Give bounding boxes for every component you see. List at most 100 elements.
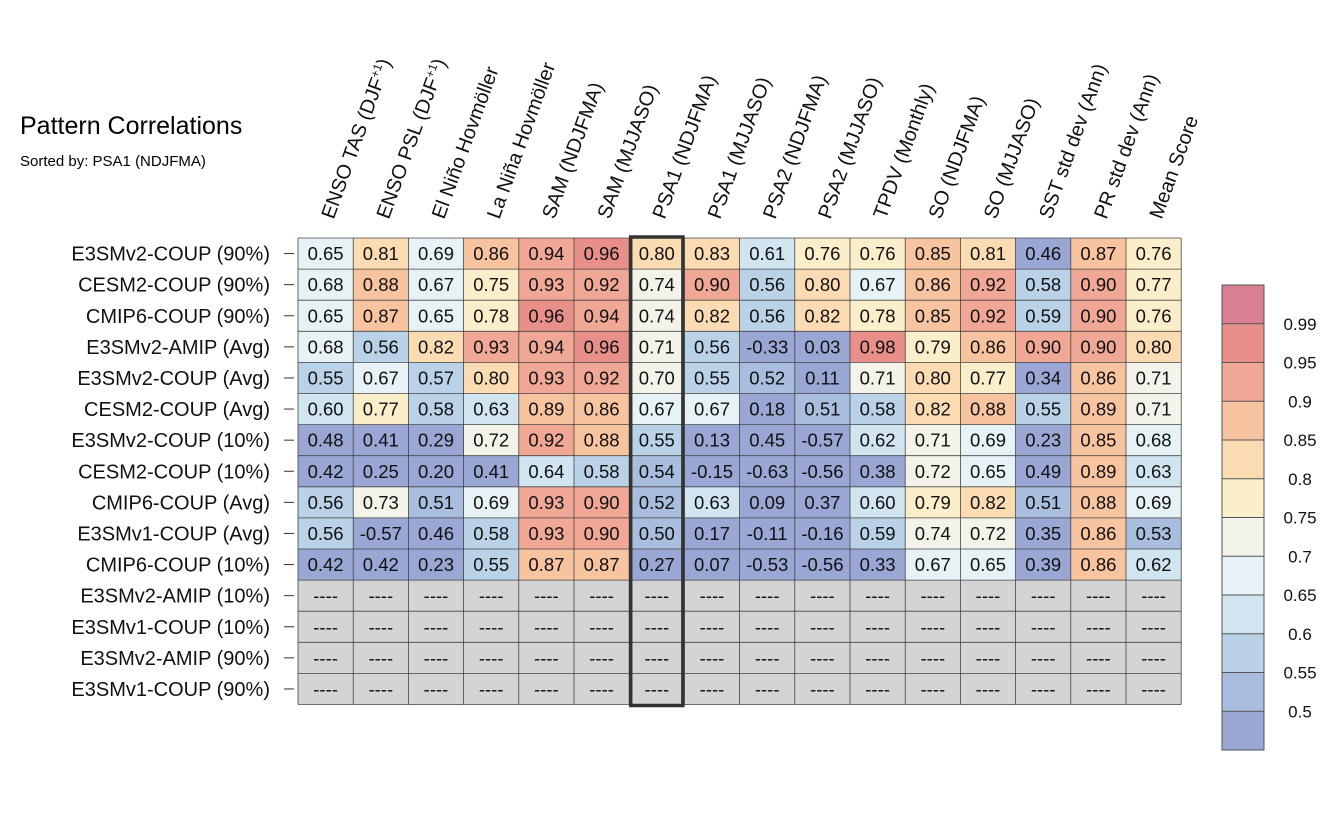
cell-value: 0.38: [860, 461, 896, 482]
heatmap-cell: [629, 362, 685, 394]
cell-value: 0.23: [1025, 430, 1061, 451]
cell-value: 0.94: [528, 243, 564, 264]
heatmap-cell: [629, 580, 685, 612]
column-label: SO (MJJASO): [980, 95, 1044, 222]
cell-value: ----: [479, 678, 504, 699]
cell-value: 0.42: [363, 554, 399, 575]
heatmap-cell: [850, 269, 906, 301]
heatmap-cell: [794, 517, 850, 549]
cell-value: 0.92: [528, 430, 564, 451]
cell-value: ----: [644, 616, 669, 637]
heatmap-cell: [850, 673, 906, 705]
cell-value: 0.56: [308, 523, 344, 544]
heatmap-cell: [739, 300, 795, 332]
heatmap-cell: [850, 393, 906, 425]
cell-value: ----: [755, 585, 780, 606]
cell-value: 0.41: [363, 430, 399, 451]
heatmap-cell: [1015, 642, 1071, 674]
cell-value: -0.15: [691, 461, 733, 482]
heatmap-cell: [1070, 424, 1126, 456]
cell-value: ----: [700, 616, 725, 637]
row-label: E3SMv1-COUP (90%): [71, 679, 270, 701]
cell-value: ----: [534, 585, 559, 606]
cell-value: 0.55: [694, 367, 730, 388]
cell-value: 0.73: [363, 492, 399, 513]
cell-value: 0.09: [749, 492, 785, 513]
heatmap-cell: [574, 517, 630, 549]
heatmap-cell: [629, 517, 685, 549]
heatmap-cell: [408, 580, 464, 612]
cell-value: ----: [1086, 616, 1111, 637]
cell-value: 0.88: [970, 399, 1006, 420]
cell-value: 0.68: [308, 336, 344, 357]
cell-value: ----: [589, 585, 614, 606]
cell-value: 0.63: [1136, 461, 1172, 482]
heatmap-cell: [794, 331, 850, 363]
heatmap-cell: [298, 362, 354, 394]
cell-value: 0.46: [418, 523, 454, 544]
cell-value: 0.77: [363, 399, 399, 420]
heatmap-cell: [629, 455, 685, 487]
row-label: CMIP6-COUP (10%): [86, 555, 270, 577]
heatmap-cell: [684, 611, 740, 643]
chart-subtitle: Sorted by: PSA1 (NDJFMA): [20, 153, 206, 170]
heatmap-cell: [574, 424, 630, 456]
colorbar-swatch: [1222, 362, 1264, 402]
cell-value: 0.35: [1025, 523, 1061, 544]
cell-value: -0.57: [360, 523, 402, 544]
heatmap-cell: [463, 642, 519, 674]
colorbar-swatch: [1222, 323, 1264, 363]
cell-value: 0.46: [1025, 243, 1061, 264]
cell-value: 0.85: [915, 305, 951, 326]
row-label: E3SMv2-COUP (10%): [71, 430, 270, 452]
heatmap-cell: [739, 580, 795, 612]
cell-value: -0.57: [801, 430, 843, 451]
cell-value: ----: [920, 647, 945, 668]
cell-value: 0.79: [915, 492, 951, 513]
cell-value: 0.82: [915, 399, 951, 420]
cell-value: 0.69: [970, 430, 1006, 451]
cell-value: -0.33: [746, 336, 788, 357]
cell-value: 0.81: [363, 243, 399, 264]
heatmap-cell: [1070, 331, 1126, 363]
cell-value: ----: [1141, 678, 1166, 699]
heatmap-cell: [850, 300, 906, 332]
cell-value: 0.80: [915, 367, 951, 388]
heatmap-cell: [408, 238, 464, 270]
cell-value: 0.87: [363, 305, 399, 326]
cell-value: 0.89: [1080, 461, 1116, 482]
cell-value: 0.89: [528, 399, 564, 420]
heatmap-cell: [298, 642, 354, 674]
heatmap-cell: [1015, 393, 1071, 425]
cell-value: ----: [865, 585, 890, 606]
heatmap-cell: [574, 549, 630, 581]
heatmap-cell: [629, 549, 685, 581]
heatmap-cell: [905, 611, 961, 643]
cell-value: 0.96: [528, 305, 564, 326]
heatmap-cell: [298, 424, 354, 456]
heatmap-cell: [794, 549, 850, 581]
heatmap-cell: [1070, 611, 1126, 643]
heatmap-cell: [463, 269, 519, 301]
heatmap-cell: [408, 673, 464, 705]
heatmap-cell: [794, 611, 850, 643]
cell-value: ----: [976, 616, 1001, 637]
heatmap-cell: [850, 486, 906, 518]
row-label: CMIP6-COUP (Avg): [92, 492, 270, 514]
heatmap-cell: [850, 580, 906, 612]
cell-value: 0.82: [804, 305, 840, 326]
heatmap-cell: [739, 331, 795, 363]
heatmap-cell: [353, 424, 409, 456]
heatmap-cell: [463, 517, 519, 549]
chart-title: Pattern Correlations: [20, 112, 243, 140]
heatmap-cell: [794, 269, 850, 301]
cell-value: 0.51: [1025, 492, 1061, 513]
cell-value: ----: [810, 647, 835, 668]
cell-value: 0.65: [308, 243, 344, 264]
cell-value: 0.67: [363, 367, 399, 388]
heatmap-cell: [518, 238, 574, 270]
heatmap-cell: [960, 393, 1016, 425]
column-label: SAM (MJJASO): [594, 82, 663, 222]
heatmap-cell: [684, 269, 740, 301]
column-label: TPDV (Monthly): [870, 81, 939, 222]
